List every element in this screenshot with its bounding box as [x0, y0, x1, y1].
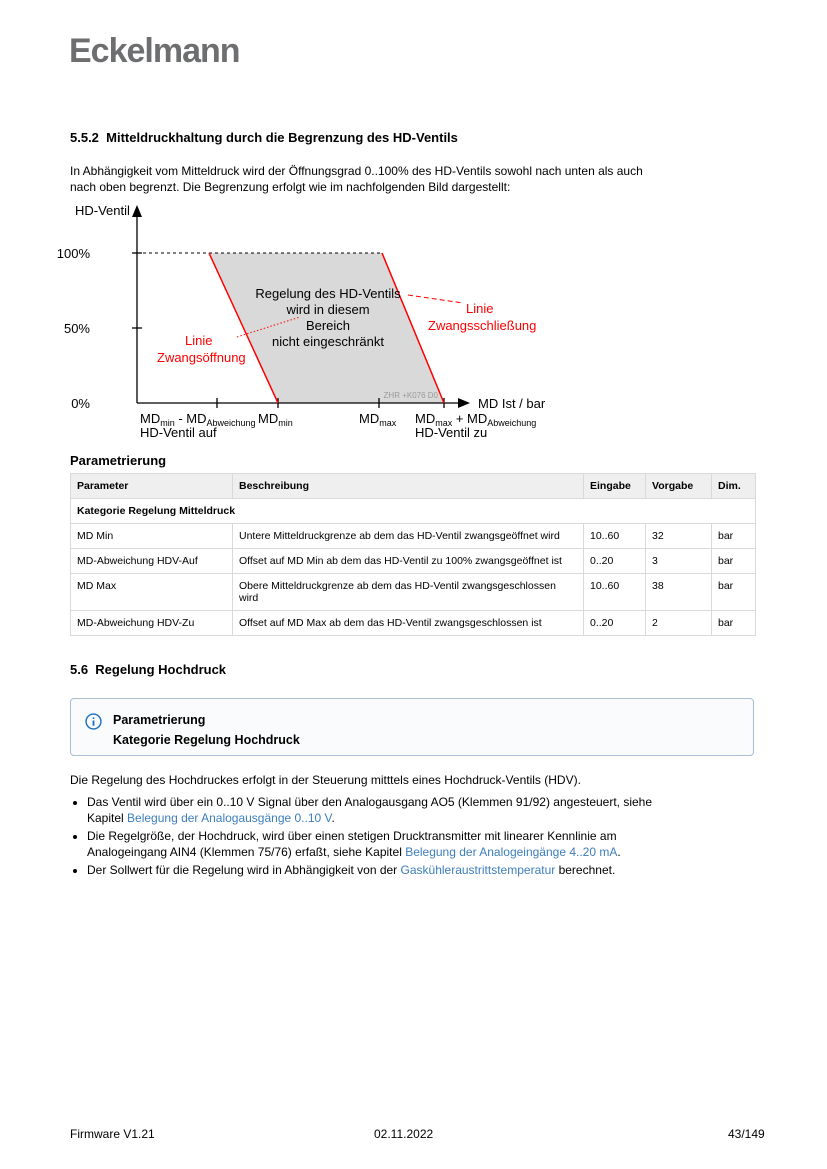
svg-text:ZHR +K076 D0: ZHR +K076 D0: [384, 391, 439, 400]
svg-text:HD-Ventil zu: HD-Ventil zu: [415, 425, 487, 440]
svg-text:HD-Ventil: HD-Ventil: [75, 203, 130, 218]
svg-text:MDmax: MDmax: [359, 411, 397, 428]
svg-text:Zwangsöffnung: Zwangsöffnung: [157, 350, 246, 365]
svg-text:50%: 50%: [64, 321, 90, 336]
svg-text:100%: 100%: [57, 246, 91, 261]
svg-text:HD-Ventil auf: HD-Ventil auf: [140, 425, 217, 440]
svg-text:Linie: Linie: [466, 301, 493, 316]
svg-text:MD Ist / bar: MD Ist / bar: [478, 396, 546, 411]
svg-text:Linie: Linie: [185, 333, 212, 348]
svg-text:wird in diesem: wird in diesem: [285, 302, 369, 317]
svg-text:Bereich: Bereich: [306, 318, 350, 333]
svg-text:Regelung des HD-Ventils: Regelung des HD-Ventils: [255, 286, 401, 301]
svg-text:MDmin: MDmin: [258, 411, 293, 428]
svg-text:Zwangsschließung: Zwangsschließung: [428, 318, 536, 333]
svg-text:0%: 0%: [71, 396, 90, 411]
svg-text:nicht eingeschränkt: nicht eingeschränkt: [272, 334, 384, 349]
